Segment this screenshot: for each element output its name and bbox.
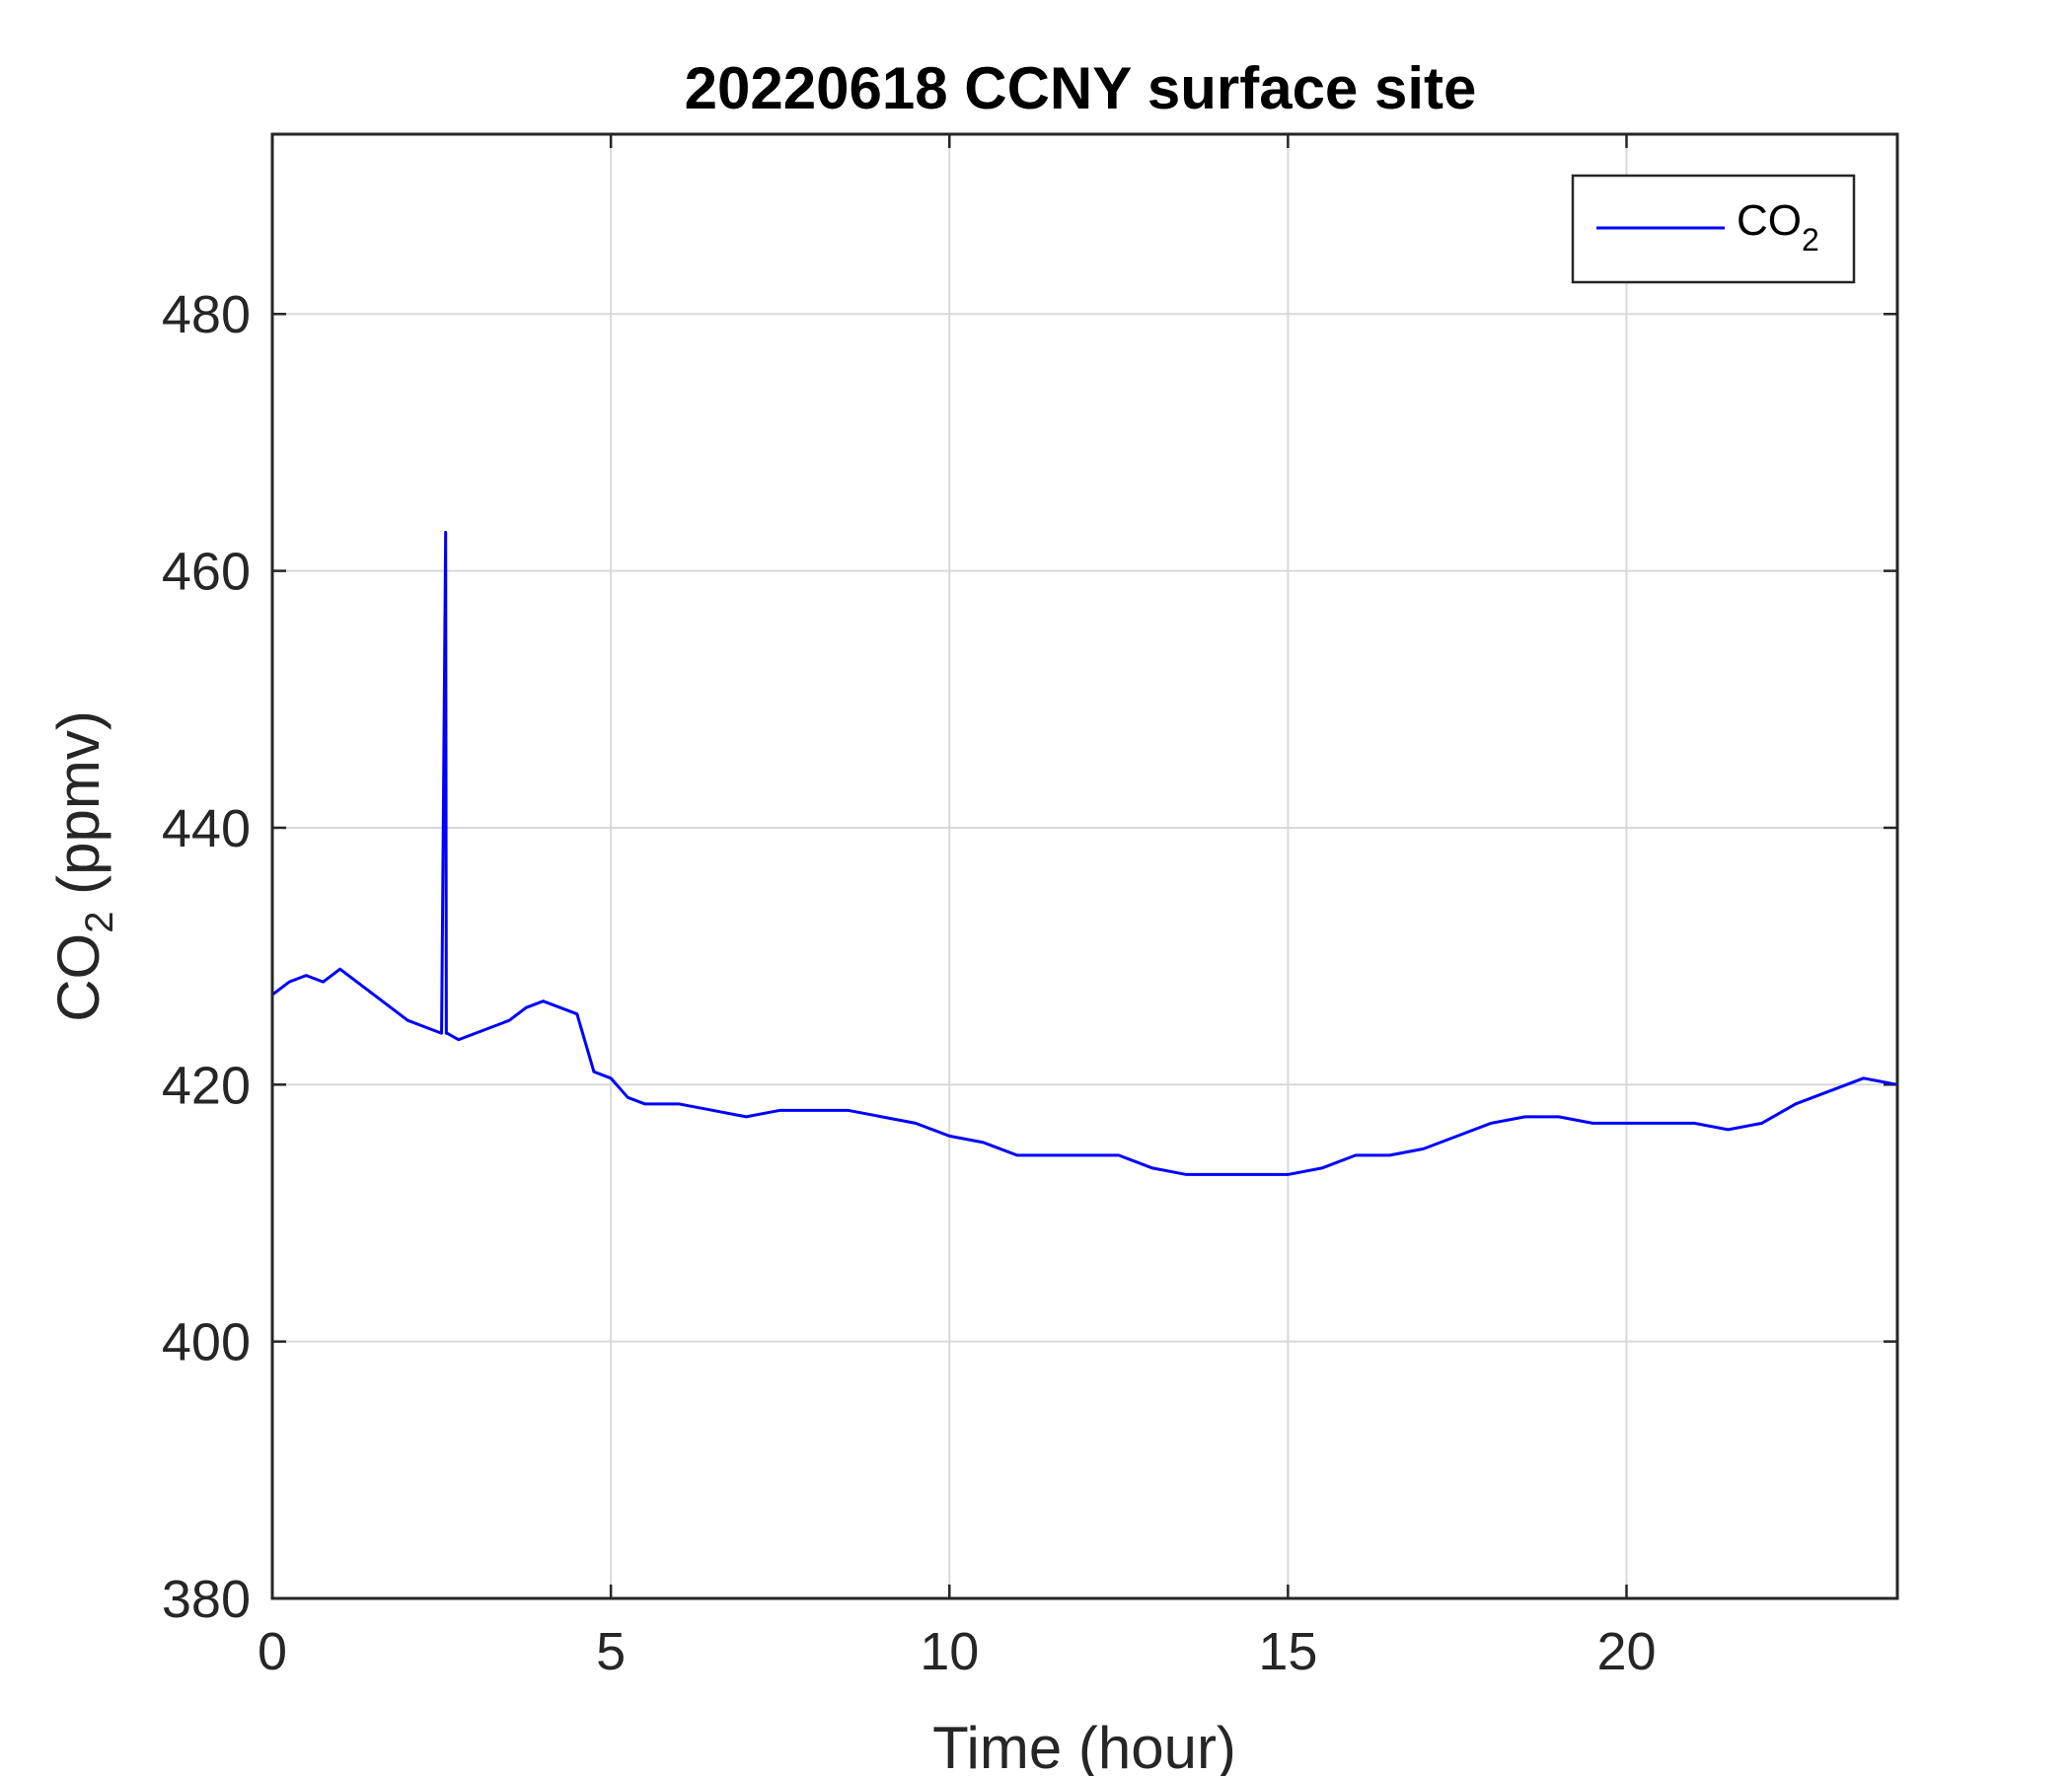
legend: CO2: [1571, 174, 1856, 284]
y-tick-labels: 380 400 420 440 460 480: [162, 285, 251, 1629]
plot-frame: [270, 132, 1899, 1600]
y-axis-label-rest: (ppmv): [45, 710, 111, 911]
legend-label-subscript: 2: [1802, 222, 1819, 258]
y-tick-label: 440: [162, 799, 251, 858]
y-tick-label: 420: [162, 1056, 251, 1115]
x-tick-label: 10: [920, 1622, 979, 1681]
y-axis-label: CO2 (ppmv): [45, 710, 121, 1022]
chart-title: 20220618 CCNY surface site: [685, 55, 1477, 121]
x-axis-label: Time (hour): [932, 1715, 1236, 1776]
y-tick-label: 400: [162, 1313, 251, 1372]
x-tick-label: 0: [258, 1622, 287, 1681]
y-axis-label-subscript: 2: [78, 912, 121, 933]
co2-series-line: [271, 531, 1898, 1176]
grid-lines: [272, 134, 1897, 1598]
series-layer: [271, 531, 1898, 1176]
y-axis-label-base: CO: [45, 933, 111, 1022]
x-tick-label: 20: [1596, 1622, 1656, 1681]
axis-ticks: [270, 134, 1897, 1600]
y-tick-label: 460: [162, 543, 251, 602]
x-tick-label: 15: [1258, 1622, 1317, 1681]
legend-label-base: CO: [1737, 196, 1802, 245]
x-tick-label: 5: [596, 1622, 626, 1681]
legend-label: CO2: [1737, 196, 1819, 258]
y-tick-label: 380: [162, 1570, 251, 1629]
y-tick-label: 480: [162, 285, 251, 344]
x-tick-labels: 0 5 10 15 20: [258, 1622, 1657, 1681]
